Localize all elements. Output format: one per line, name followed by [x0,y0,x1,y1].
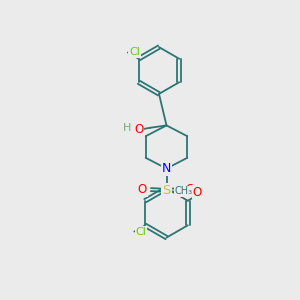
Text: O: O [193,185,202,199]
Text: N: N [162,162,171,175]
Text: O: O [138,183,147,196]
Text: Cl: Cl [135,226,146,237]
Text: O: O [186,183,195,196]
Text: Cl: Cl [129,47,140,58]
Text: H: H [122,123,131,133]
Text: CH₃: CH₃ [174,186,192,197]
Text: S: S [162,184,171,197]
Text: O: O [134,123,143,136]
